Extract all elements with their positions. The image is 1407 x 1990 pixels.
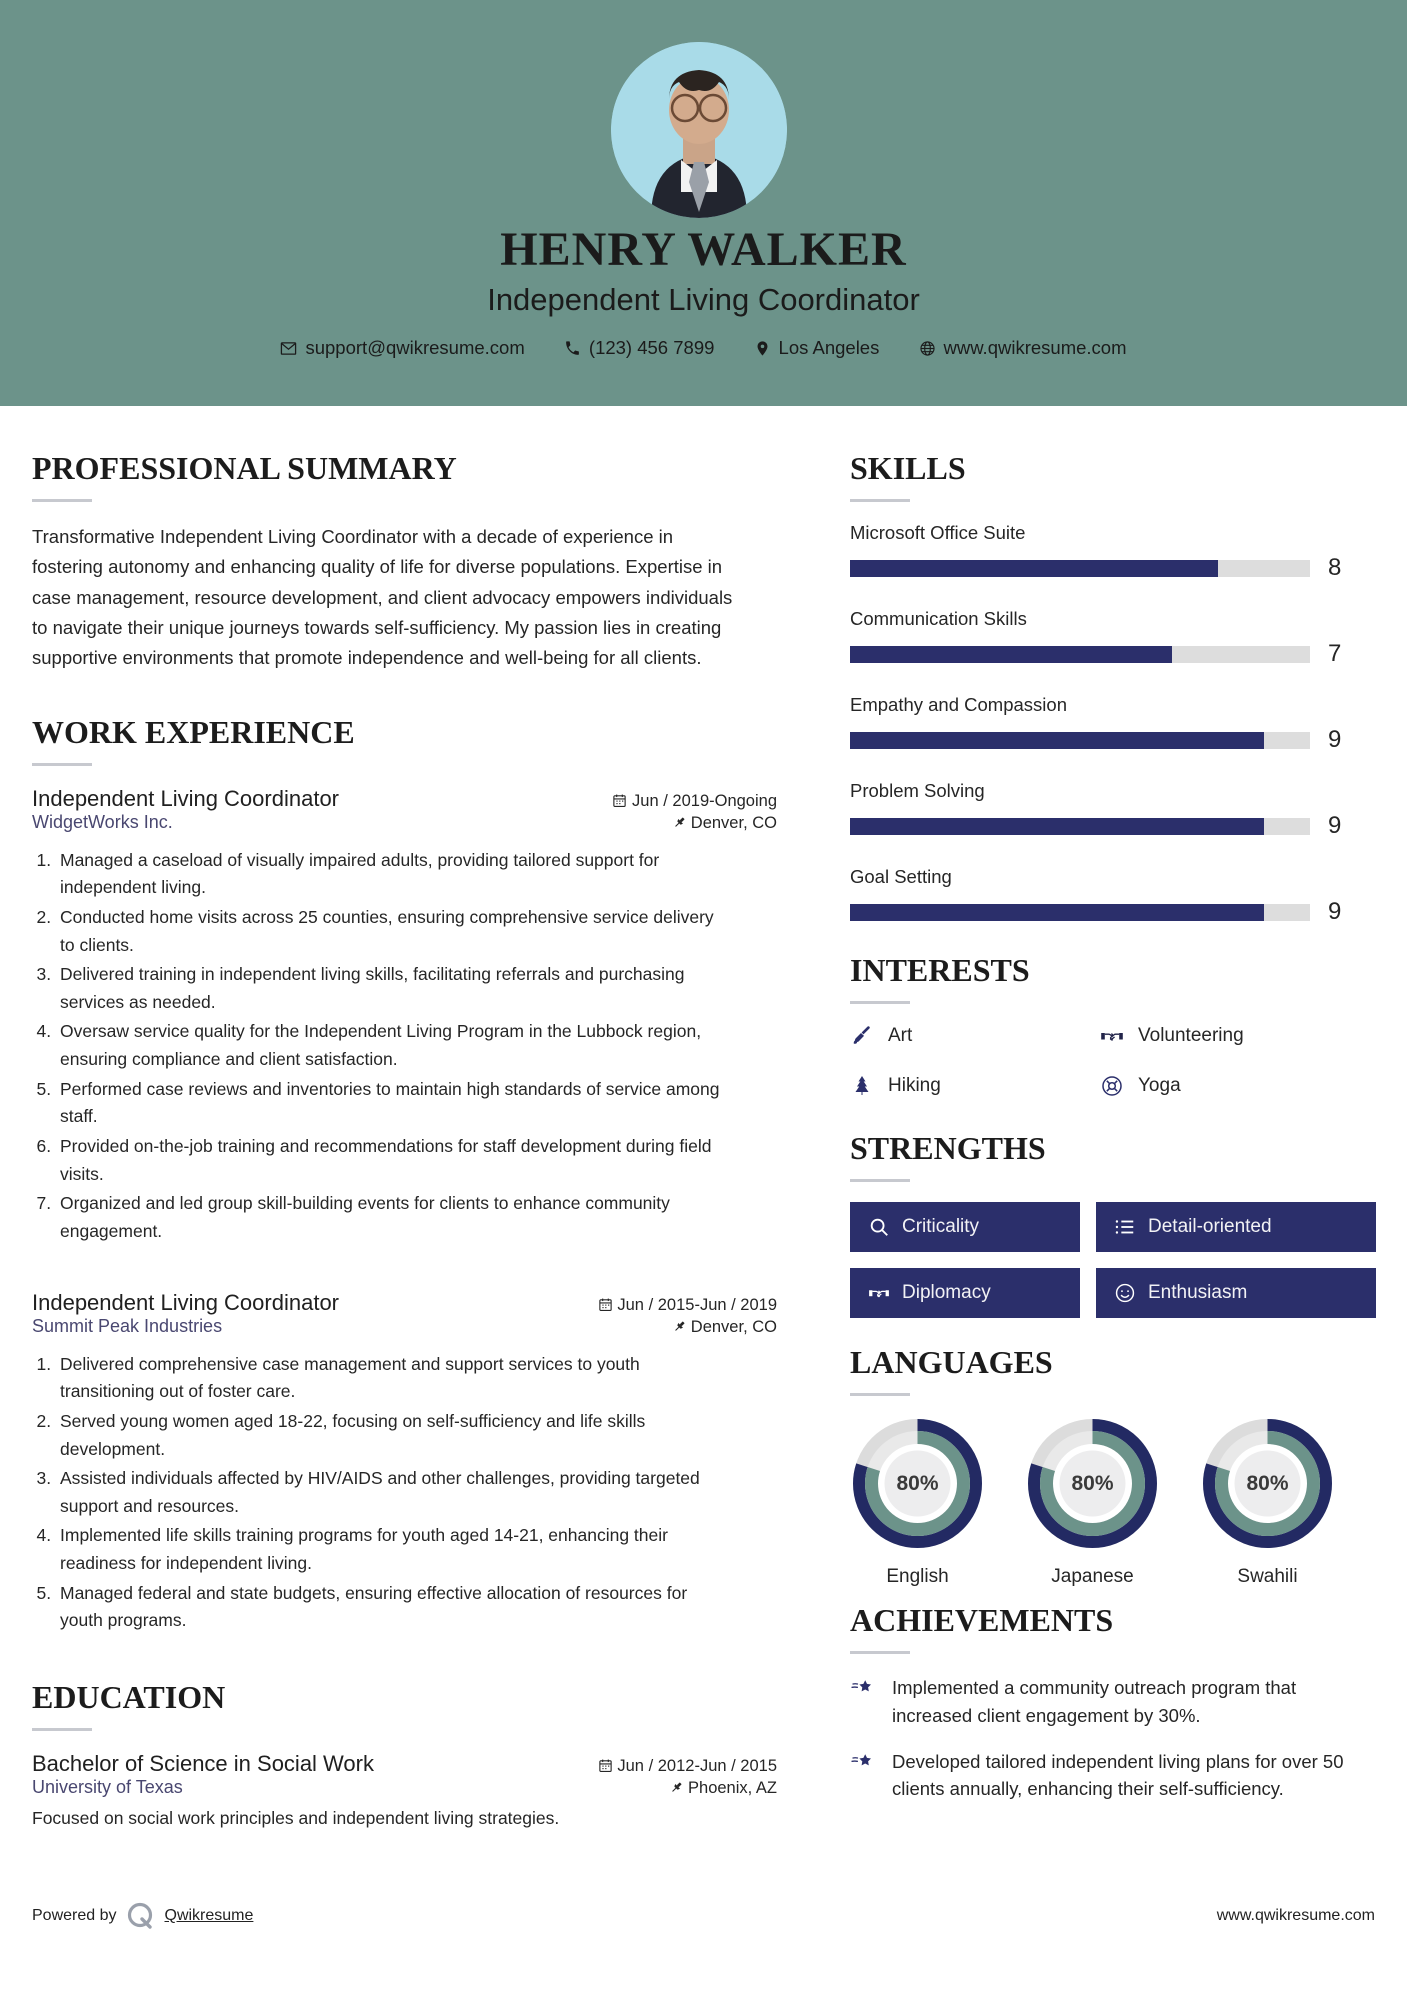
svg-text:80%: 80% <box>1246 1472 1288 1495</box>
svg-text:80%: 80% <box>896 1472 938 1495</box>
svg-text:80%: 80% <box>1071 1472 1113 1495</box>
